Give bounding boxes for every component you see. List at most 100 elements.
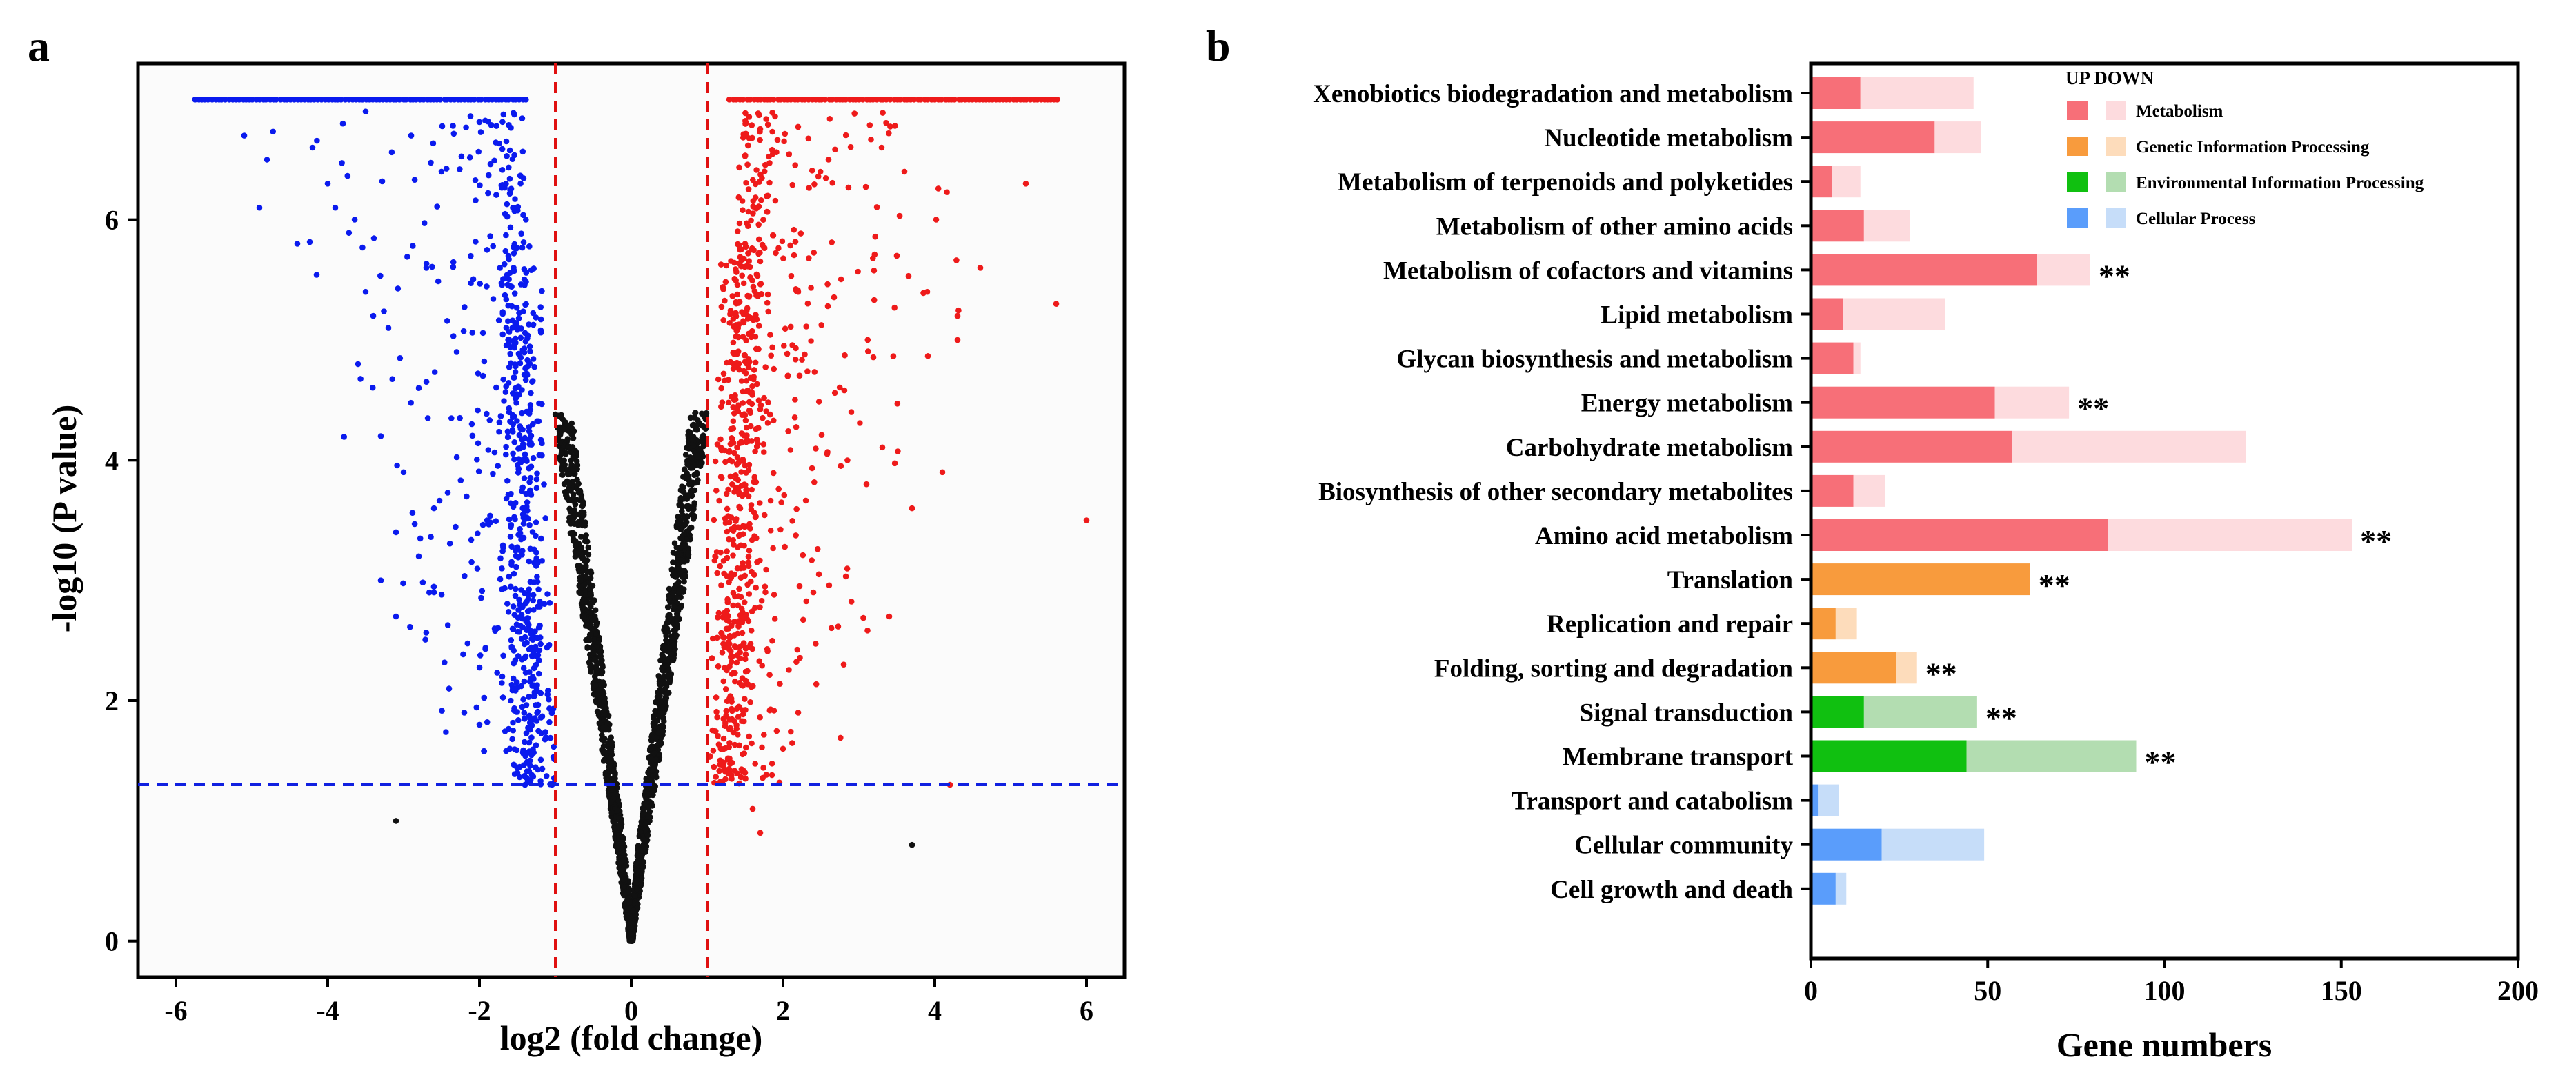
up-point xyxy=(726,579,732,585)
down-point xyxy=(508,490,514,497)
down-point xyxy=(523,456,529,462)
up-point xyxy=(753,443,760,450)
pathway-bar-panel: b ** ** ** ** ** ** ** Xenobiotics biodegradat… xyxy=(1206,21,2539,1064)
down-point xyxy=(511,208,518,214)
up-point xyxy=(832,146,838,153)
y-axis-title: -log10 (P value) xyxy=(45,405,83,633)
down-point xyxy=(525,409,531,416)
down-point xyxy=(533,742,539,748)
ns-point xyxy=(626,899,633,906)
up-point xyxy=(772,197,779,204)
down-point xyxy=(515,628,521,635)
up-point xyxy=(733,659,740,666)
down-point xyxy=(508,697,514,704)
down-point xyxy=(537,634,544,641)
down-point xyxy=(481,694,488,701)
ns-point xyxy=(645,813,651,820)
up-point xyxy=(748,217,754,224)
up-point xyxy=(826,582,833,589)
down-point xyxy=(510,603,517,610)
down-point xyxy=(475,370,482,377)
down-point xyxy=(513,339,519,346)
ns-point xyxy=(568,425,575,432)
down-point xyxy=(537,603,543,610)
legend-swatch-down xyxy=(2106,101,2126,120)
ns-point xyxy=(621,883,627,890)
up-point xyxy=(803,323,810,330)
up-point xyxy=(758,291,764,297)
panel-letter-a: a xyxy=(28,21,50,70)
up-point xyxy=(806,185,812,191)
down-point xyxy=(411,521,418,528)
up-point xyxy=(764,648,771,654)
bar-down xyxy=(1994,386,2070,419)
down-point xyxy=(523,270,530,276)
down-point xyxy=(309,144,316,151)
down-point xyxy=(475,530,481,536)
y-tick-label: 0 xyxy=(105,926,119,957)
down-point xyxy=(524,615,531,621)
up-point xyxy=(753,271,760,278)
ns-point xyxy=(663,637,669,643)
down-point xyxy=(509,412,516,419)
down-point xyxy=(473,239,479,245)
up-point xyxy=(716,768,722,774)
up-point xyxy=(1022,181,1029,187)
up-point xyxy=(800,616,806,623)
up-point xyxy=(745,554,752,560)
up-point xyxy=(811,479,818,485)
ns-point xyxy=(644,832,651,839)
down-point xyxy=(522,634,528,641)
down-point xyxy=(526,465,532,472)
down-point xyxy=(428,534,434,540)
ns-point xyxy=(567,449,574,455)
down-point xyxy=(524,332,531,339)
up-point xyxy=(840,661,847,668)
up-point xyxy=(788,272,795,279)
down-point xyxy=(529,379,535,385)
legend-label: Cellular Process xyxy=(2136,210,2256,228)
up-point xyxy=(719,650,726,656)
ns-point xyxy=(673,621,680,628)
up-point xyxy=(791,252,797,259)
up-point xyxy=(739,309,745,315)
up-point xyxy=(891,304,898,311)
up-point xyxy=(838,463,844,469)
up-point xyxy=(729,659,735,665)
up-point xyxy=(730,404,736,410)
bar-down xyxy=(2012,430,2246,463)
down-point xyxy=(526,739,533,746)
down-point xyxy=(521,710,528,716)
up-point xyxy=(749,383,755,390)
down-point xyxy=(510,450,516,457)
up-point xyxy=(781,343,787,349)
up-point xyxy=(792,357,799,363)
ns-point xyxy=(675,521,682,527)
down-point xyxy=(533,519,539,525)
up-point xyxy=(752,448,758,454)
up-point xyxy=(743,680,750,686)
down-point xyxy=(543,773,550,779)
down-point xyxy=(522,781,528,788)
up-point xyxy=(771,417,777,424)
down-point xyxy=(389,376,395,382)
down-point xyxy=(506,329,513,335)
up-point xyxy=(740,400,746,406)
up-point xyxy=(721,447,728,454)
up-point xyxy=(741,255,747,262)
up-point xyxy=(736,220,743,227)
down-point xyxy=(484,283,490,290)
up-point xyxy=(733,516,740,522)
down-point xyxy=(499,146,506,152)
up-point xyxy=(728,570,735,576)
up-point xyxy=(751,374,757,380)
up-point xyxy=(747,699,753,705)
down-point xyxy=(547,734,554,741)
down-point xyxy=(306,239,313,245)
up-point xyxy=(838,734,844,741)
up-point xyxy=(738,378,745,384)
down-point xyxy=(520,750,526,757)
up-point xyxy=(722,459,729,465)
up-point xyxy=(787,447,794,453)
up-point xyxy=(730,418,737,424)
